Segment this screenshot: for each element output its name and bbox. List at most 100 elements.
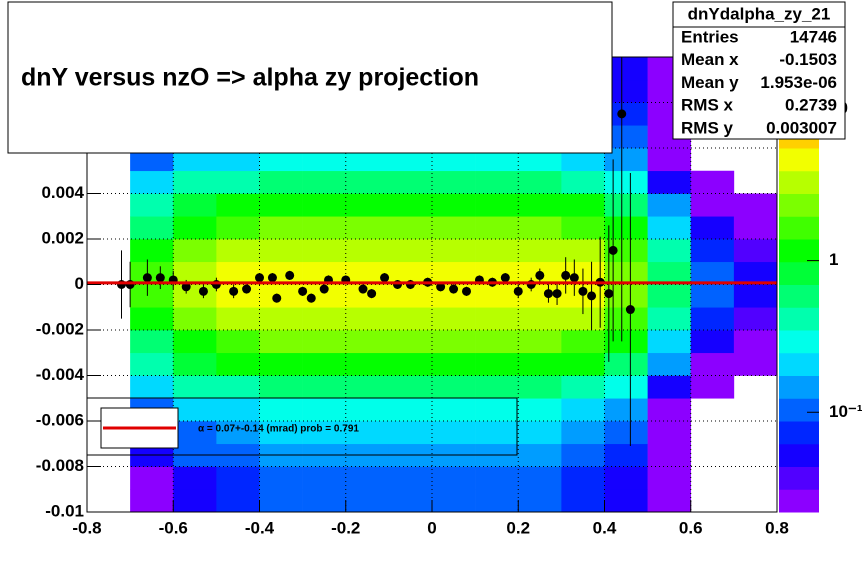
heat-cell xyxy=(432,307,476,331)
heat-cell xyxy=(302,375,347,399)
y-tick-label: -0.006 xyxy=(36,410,84,429)
heat-cell xyxy=(475,398,519,422)
x-tick-label: 0.8 xyxy=(765,518,789,537)
heat-cell xyxy=(130,216,174,240)
heat-cell xyxy=(173,421,217,445)
x-tick-label: -0.8 xyxy=(72,518,101,537)
heat-cell xyxy=(604,170,648,194)
profile-point xyxy=(306,293,316,303)
heat-cell xyxy=(345,284,390,308)
palette-band xyxy=(779,466,819,490)
heat-cell xyxy=(216,148,260,172)
profile-point xyxy=(393,280,402,289)
heat-cell xyxy=(388,148,433,172)
heat-cell xyxy=(647,352,692,376)
profile-point xyxy=(535,270,545,280)
heat-cell xyxy=(647,421,692,445)
heat-cell xyxy=(388,352,433,376)
heat-cell xyxy=(388,330,433,354)
heat-cell xyxy=(130,170,174,194)
heat-cell xyxy=(216,375,260,399)
heat-cell xyxy=(475,421,519,445)
heat-cell xyxy=(432,398,476,422)
profile-point xyxy=(500,273,510,283)
heat-cell xyxy=(216,216,260,240)
stats-label: RMS y xyxy=(681,118,734,137)
heat-cell xyxy=(475,307,519,331)
heat-cell xyxy=(604,421,648,445)
heat-cell xyxy=(733,330,778,354)
heat-cell xyxy=(388,466,433,490)
heat-cell xyxy=(259,170,303,194)
heat-cell xyxy=(345,148,390,172)
heat-cell xyxy=(518,193,562,217)
palette-band xyxy=(779,170,819,194)
heat-cell xyxy=(604,489,648,513)
heat-cell xyxy=(130,261,174,285)
heat-cell xyxy=(345,489,390,513)
heat-cell xyxy=(173,216,217,240)
heat-cell xyxy=(130,375,174,399)
heat-cell xyxy=(475,239,519,263)
stats-value: 1.953e-06 xyxy=(760,73,837,92)
heat-cell xyxy=(690,216,735,240)
palette-band xyxy=(779,307,819,331)
heat-cell xyxy=(388,421,433,445)
stats-label: RMS x xyxy=(681,96,734,115)
heat-cell xyxy=(302,307,347,331)
profile-point xyxy=(117,280,126,289)
heat-cell xyxy=(216,261,260,285)
heat-cell xyxy=(647,148,692,172)
heat-cell xyxy=(733,307,778,331)
heat-cell xyxy=(388,193,433,217)
heat-cell xyxy=(259,284,303,308)
heat-cell xyxy=(302,193,347,217)
heat-cell xyxy=(345,239,390,263)
heat-cell xyxy=(647,216,692,240)
heat-cell xyxy=(561,170,605,194)
heat-cell xyxy=(690,307,735,331)
heat-cell xyxy=(475,148,519,172)
profile-point xyxy=(125,280,135,289)
heat-cell xyxy=(216,421,260,445)
heat-cell xyxy=(173,193,217,217)
heat-cell xyxy=(173,352,217,376)
heat-cell xyxy=(432,375,476,399)
heat-cell xyxy=(733,352,778,376)
heat-cell xyxy=(604,284,648,308)
profile-point xyxy=(319,284,329,294)
heat-cell xyxy=(432,239,476,263)
heat-cell xyxy=(604,261,648,285)
heat-cell xyxy=(130,284,174,308)
heat-cell xyxy=(432,421,476,445)
chart-title: dnY versus nzO => alpha zy projection xyxy=(21,64,479,92)
heat-cell xyxy=(475,216,519,240)
profile-point xyxy=(255,273,264,283)
heat-cell xyxy=(302,421,347,445)
heat-cell xyxy=(690,239,735,263)
heat-cell xyxy=(388,170,433,194)
heat-cell xyxy=(561,443,605,467)
heat-cell xyxy=(518,170,562,194)
heat-cell xyxy=(475,330,519,354)
heat-cell xyxy=(259,330,303,354)
heat-cell xyxy=(518,375,562,399)
x-tick-label: -0.2 xyxy=(331,518,360,537)
profile-point xyxy=(578,286,588,296)
heat-cell xyxy=(173,307,217,331)
heat-cell xyxy=(216,398,260,422)
heat-cell xyxy=(432,148,476,172)
legend-text: α = 0.07+-0.14 (mrad) prob = 0.791 xyxy=(198,424,359,435)
heat-cell xyxy=(561,489,605,513)
heat-cell xyxy=(518,421,562,445)
heat-cell xyxy=(130,330,174,354)
heat-cell xyxy=(216,170,260,194)
heat-cell xyxy=(173,239,217,263)
heat-cell xyxy=(345,421,390,445)
heat-cell xyxy=(733,261,778,285)
heat-cell xyxy=(733,216,778,240)
heat-cell xyxy=(604,443,648,467)
profile-point xyxy=(285,270,295,280)
heat-cell xyxy=(432,261,476,285)
heat-cell xyxy=(561,239,605,263)
